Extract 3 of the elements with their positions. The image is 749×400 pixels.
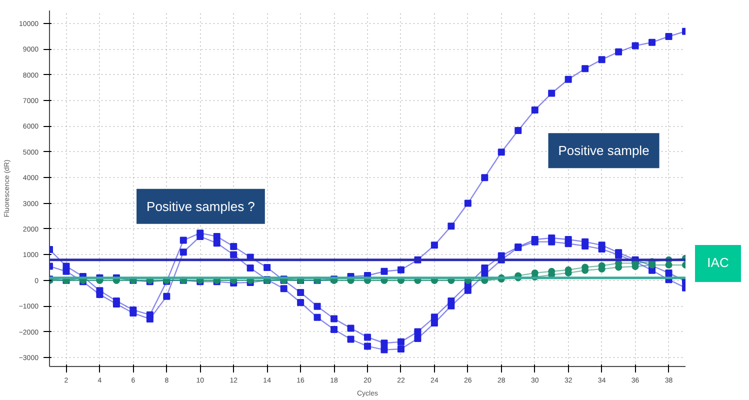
annotation: Positive samples ? (146, 198, 255, 214)
text: IAC (695, 245, 741, 282)
annotation: Positive sample (558, 143, 650, 158)
